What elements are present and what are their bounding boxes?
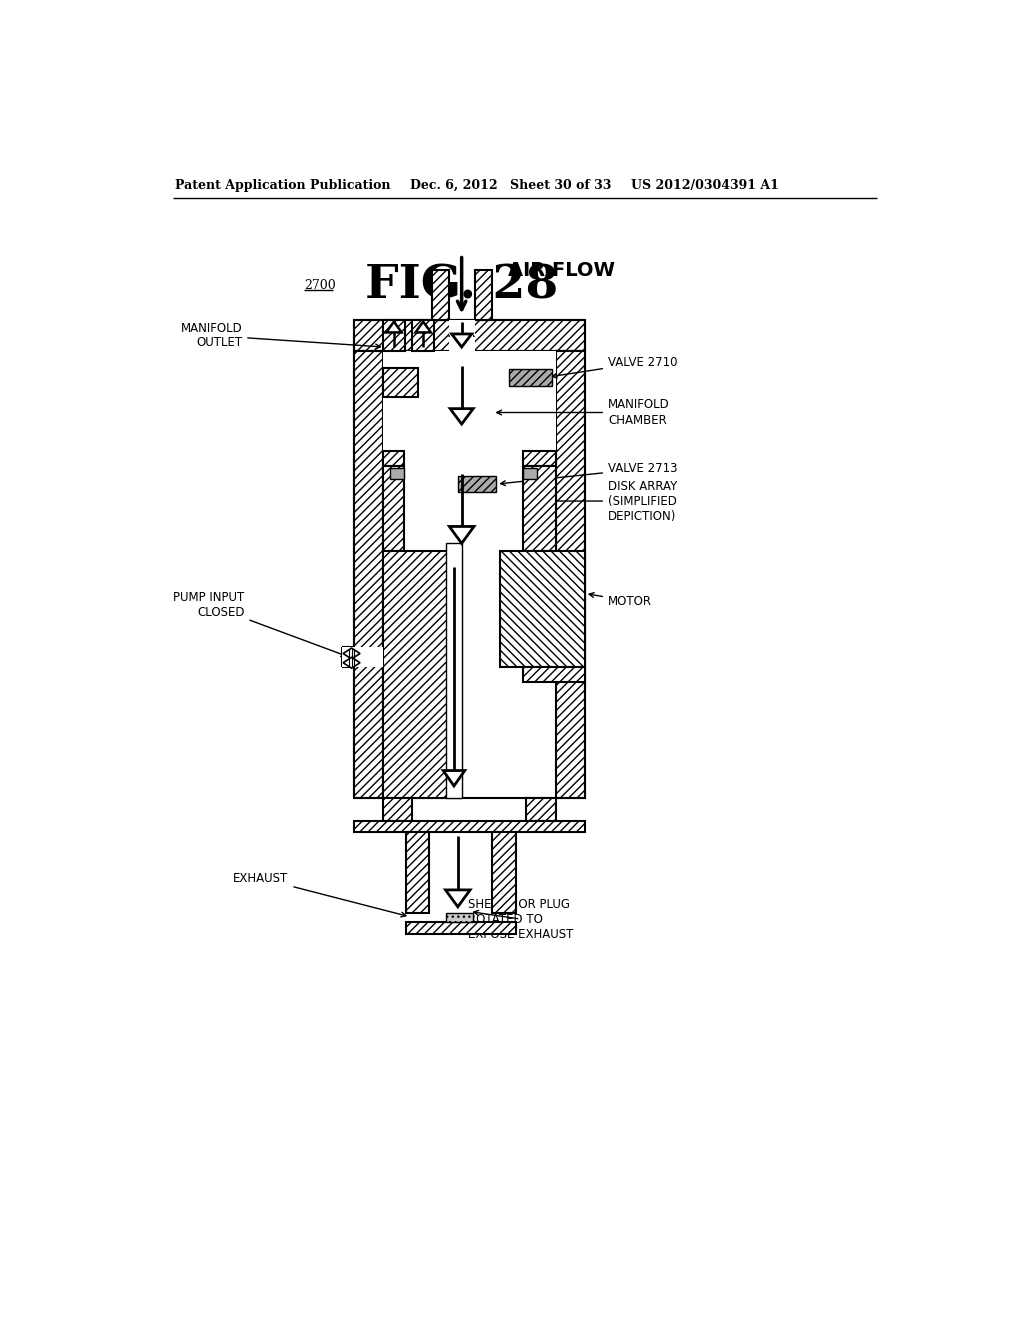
Polygon shape xyxy=(443,771,465,785)
Bar xyxy=(342,647,383,667)
Bar xyxy=(383,351,556,451)
Bar xyxy=(407,923,515,933)
Text: FIG. 28: FIG. 28 xyxy=(366,263,559,309)
Bar xyxy=(354,321,585,351)
Bar xyxy=(462,552,523,797)
Text: Patent Application Publication: Patent Application Publication xyxy=(175,178,391,191)
Bar xyxy=(383,466,403,552)
Polygon shape xyxy=(445,890,470,907)
Bar xyxy=(383,552,462,797)
Text: VALVE 2713: VALVE 2713 xyxy=(501,462,678,486)
Text: Dec. 6, 2012: Dec. 6, 2012 xyxy=(410,178,498,191)
Bar xyxy=(523,451,556,466)
Text: 2700: 2700 xyxy=(304,279,336,292)
Bar xyxy=(526,797,556,821)
Bar xyxy=(446,544,462,797)
Bar xyxy=(449,321,475,351)
Bar xyxy=(383,321,404,351)
Polygon shape xyxy=(343,648,360,659)
Bar xyxy=(493,832,515,913)
Bar xyxy=(390,469,403,479)
Text: MOTOR: MOTOR xyxy=(589,593,652,607)
Bar xyxy=(475,271,492,321)
Polygon shape xyxy=(343,657,360,668)
Bar xyxy=(446,913,473,923)
Polygon shape xyxy=(451,322,472,335)
Bar xyxy=(509,368,552,385)
Bar xyxy=(500,552,585,667)
Bar xyxy=(432,271,449,321)
Polygon shape xyxy=(452,334,472,347)
Text: US 2012/0304391 A1: US 2012/0304391 A1 xyxy=(631,178,779,191)
Bar xyxy=(354,821,585,832)
Text: Sheet 30 of 33: Sheet 30 of 33 xyxy=(510,178,611,191)
Bar xyxy=(407,832,429,913)
Text: MANIFOLD
CHAMBER: MANIFOLD CHAMBER xyxy=(497,399,670,426)
Bar xyxy=(383,368,418,397)
Text: EXHAUST: EXHAUST xyxy=(233,871,406,917)
Text: PUMP INPUT
CLOSED: PUMP INPUT CLOSED xyxy=(173,591,346,656)
Bar xyxy=(451,321,473,351)
Text: SHEATH OR PLUG
ROTATED TO
EXPOSE EXHAUST: SHEATH OR PLUG ROTATED TO EXPOSE EXHAUST xyxy=(468,898,573,941)
Polygon shape xyxy=(451,409,473,424)
Text: MANIFOLD
OUTLET: MANIFOLD OUTLET xyxy=(180,322,380,350)
Bar xyxy=(458,477,497,492)
Bar xyxy=(383,451,403,466)
Polygon shape xyxy=(450,527,474,544)
Bar xyxy=(413,321,434,351)
Bar xyxy=(354,351,383,797)
Bar xyxy=(556,351,585,797)
Bar xyxy=(523,469,538,479)
Bar xyxy=(523,466,556,552)
Polygon shape xyxy=(416,322,431,333)
Text: DISK ARRAY
(SIMPLIFIED
DEPICTION): DISK ARRAY (SIMPLIFIED DEPICTION) xyxy=(531,479,677,523)
Text: VALVE 2710: VALVE 2710 xyxy=(552,356,678,378)
Bar xyxy=(523,667,585,682)
Text: AIR FLOW: AIR FLOW xyxy=(508,260,614,280)
Polygon shape xyxy=(386,322,401,333)
Bar xyxy=(383,797,413,821)
